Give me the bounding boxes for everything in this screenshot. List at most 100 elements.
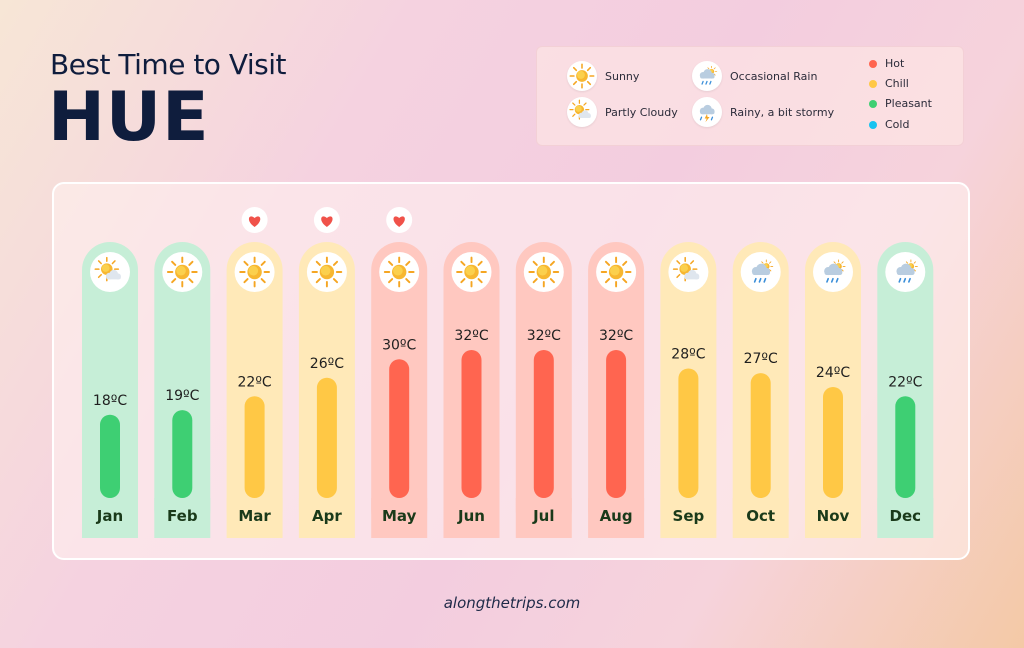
bar-aug <box>606 350 627 498</box>
month-label: Jun <box>457 507 485 525</box>
legend-item-cold: Cold <box>869 118 909 131</box>
legend: Sunny Occasional Rain Partly Cloudy Rain… <box>536 46 964 146</box>
month-column-dec: 22ºC Dec <box>877 242 934 538</box>
month-label: Jul <box>532 507 554 525</box>
legend-item-chill: Chill <box>869 77 909 90</box>
month-column-apr: 26ºC Apr <box>298 207 355 538</box>
legend-label: Cold <box>885 118 910 131</box>
legend-item-partly-cloudy: Partly Cloudy <box>567 97 678 127</box>
column-bg-base <box>732 498 789 538</box>
month-column-nov: 24ºC Nov <box>805 242 861 538</box>
column-bg-base <box>515 498 572 538</box>
weather-occasional-rain-icon <box>813 252 853 292</box>
weather-occasional-rain-icon <box>740 252 781 292</box>
month-label: Sep <box>673 507 705 525</box>
column-bg <box>154 242 211 538</box>
legend-item-sunny: Sunny <box>567 61 639 91</box>
month-label: Jan <box>96 507 123 525</box>
weather-sunny-icon <box>306 252 347 292</box>
cold-dot-icon <box>869 120 877 129</box>
legend-label: Chill <box>885 77 909 90</box>
chart-panel: 18ºC Jan 19ºC Feb 22ºC Mar 26ºC Apr 30ºC May 32ºC J… <box>52 182 970 560</box>
weather-partly-cloudy-icon <box>90 252 130 292</box>
month-label: May <box>382 507 417 525</box>
hot-dot-icon <box>869 59 877 68</box>
legend-item-occasional-rain: Occasional Rain <box>692 61 817 91</box>
column-bg-base <box>877 498 934 538</box>
value-label: 32ºC <box>527 328 561 344</box>
month-column-may: 30ºC May <box>371 207 428 538</box>
column-bg-base <box>443 498 500 538</box>
bar-oct <box>750 373 771 498</box>
heart-icon <box>241 207 268 233</box>
page-title: HUE <box>48 78 210 157</box>
legend-item-stormy: Rainy, a bit stormy <box>692 97 834 127</box>
weather-sunny-icon <box>523 252 564 292</box>
column-bg-base <box>298 498 355 538</box>
weather-occasional-rain-icon <box>885 252 926 292</box>
value-label: 30ºC <box>382 337 416 353</box>
month-column-oct: 27ºC Oct <box>732 242 789 538</box>
month-label: Feb <box>167 507 198 525</box>
weather-sunny-icon <box>596 252 637 292</box>
legend-label: Hot <box>885 57 905 70</box>
column-bg <box>877 242 934 538</box>
heart-icon <box>313 207 340 233</box>
column-bg <box>226 242 283 538</box>
bar-apr <box>316 377 337 498</box>
column-bg-base <box>82 498 138 538</box>
weather-sunny-icon <box>234 252 275 292</box>
value-label: 22ºC <box>888 374 922 390</box>
sun-icon <box>567 61 597 91</box>
value-label: 24ºC <box>816 365 850 381</box>
weather-sunny-icon <box>162 252 203 292</box>
legend-label: Partly Cloudy <box>605 105 678 119</box>
column-bg-base <box>588 498 645 538</box>
footer-site: alongthetrips.com <box>443 594 581 612</box>
weather-partly-cloudy-icon <box>668 252 709 292</box>
month-label: Oct <box>746 507 775 525</box>
bar-jan <box>100 414 120 498</box>
pleasant-dot-icon <box>869 99 877 108</box>
column-bg-base <box>154 498 211 538</box>
column-bg-base <box>226 498 283 538</box>
value-label: 28ºC <box>671 347 705 363</box>
value-label: 18ºC <box>93 393 127 409</box>
month-column-mar: 22ºC Mar <box>226 207 283 538</box>
month-column-sep: 28ºC Sep <box>660 242 717 538</box>
month-column-feb: 19ºC Feb <box>154 242 211 538</box>
bar-jul <box>533 350 554 498</box>
bar-jun <box>461 350 482 498</box>
heart-icon <box>386 207 413 233</box>
month-label: Mar <box>238 507 271 525</box>
column-bg-base <box>371 498 428 538</box>
month-column-aug: 32ºC Aug <box>588 242 645 538</box>
legend-label: Occasional Rain <box>730 69 818 83</box>
column-bg <box>82 242 138 538</box>
month-column-jan: 18ºC Jan <box>82 242 138 538</box>
legend-label: Rainy, a bit stormy <box>730 105 835 119</box>
legend-label: Sunny <box>605 69 640 83</box>
value-label: 32ºC <box>454 328 488 344</box>
partly-cloudy-icon <box>567 97 597 127</box>
page-subtitle: Best Time to Visit <box>50 48 287 81</box>
weather-sunny-icon <box>379 252 420 292</box>
legend-item-hot: Hot <box>869 57 904 70</box>
bar-nov <box>823 387 843 498</box>
column-bg-base <box>660 498 717 538</box>
chill-dot-icon <box>869 79 877 88</box>
storm-cloud-icon <box>692 97 722 127</box>
bar-mar <box>244 396 265 498</box>
month-label: Dec <box>890 507 922 525</box>
bar-may <box>389 359 410 498</box>
weather-sunny-icon <box>451 252 492 292</box>
month-label: Aug <box>600 507 633 525</box>
value-label: 27ºC <box>744 351 778 367</box>
rain-cloud-icon <box>692 61 722 91</box>
bar-sep <box>678 368 699 498</box>
value-label: 26ºC <box>310 356 344 372</box>
value-label: 19ºC <box>165 388 199 404</box>
bar-feb <box>172 410 193 498</box>
month-column-jun: 32ºC Jun <box>443 242 500 538</box>
column-bg-base <box>805 498 861 538</box>
